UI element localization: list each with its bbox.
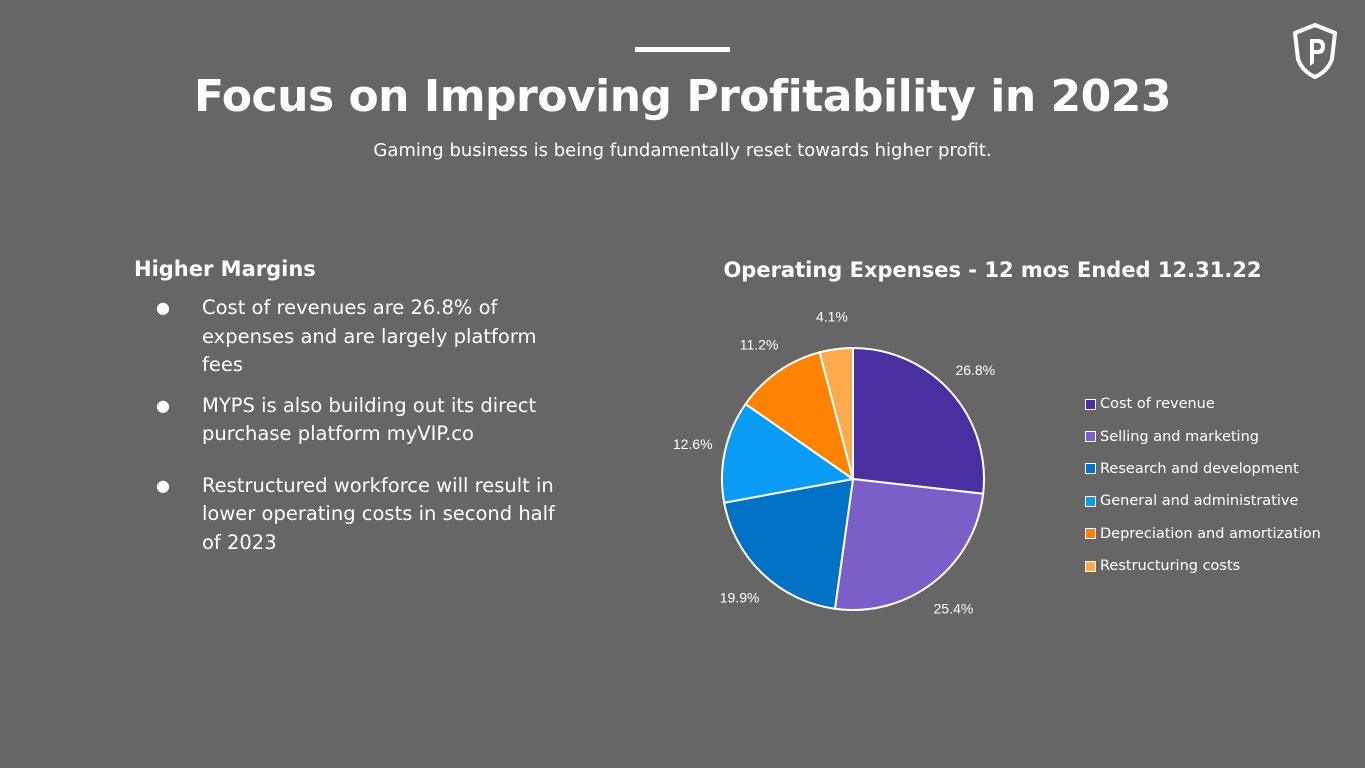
legend-swatch bbox=[1085, 463, 1096, 475]
data-label-general-and-administrative: 12.6% bbox=[673, 436, 713, 452]
pie-slice-cost-of-revenue bbox=[852, 347, 985, 495]
pie-slice-depreciation-and-amortization bbox=[744, 351, 854, 480]
legend-label: Research and development bbox=[1100, 460, 1299, 477]
pie-slice-research-and-development bbox=[723, 478, 854, 610]
page-title: Focus on Improving Profitability in 2023 bbox=[194, 71, 1171, 122]
legend-item-research-and-development: Research and development bbox=[1085, 453, 1321, 485]
chart-title: Operating Expenses - 12 mos Ended 12.31.… bbox=[723, 258, 1262, 282]
bullet-text: Cost of revenues are 26.8% of expenses a… bbox=[202, 296, 537, 376]
operating-expenses-pie-chart: 26.8% 25.4% 19.9% 12.6% 11.2% 4.1% bbox=[673, 308, 995, 617]
bullet-item: ● MYPS is also building out its direct p… bbox=[134, 392, 562, 449]
data-label-restructuring-costs: 4.1% bbox=[816, 308, 848, 324]
legend-item-selling-and-marketing: Selling and marketing bbox=[1085, 420, 1321, 452]
legend-swatch bbox=[1085, 398, 1096, 410]
pie-slice-general-and-administrative bbox=[721, 403, 854, 504]
shield-p-logo-icon bbox=[1290, 22, 1340, 80]
legend-label: Selling and marketing bbox=[1100, 428, 1259, 445]
legend-label: Cost of revenue bbox=[1100, 396, 1215, 413]
legend-swatch bbox=[1085, 495, 1096, 507]
bullet-dot-icon: ● bbox=[156, 475, 170, 495]
legend-item-general-and-administrative: General and administrative bbox=[1085, 485, 1321, 517]
section-heading: Higher Margins bbox=[134, 257, 316, 281]
bullet-text: Restructured workforce will result in lo… bbox=[202, 473, 555, 554]
bullet-text: MYPS is also building out its direct pur… bbox=[202, 393, 537, 446]
legend-label: Restructuring costs bbox=[1100, 558, 1241, 575]
bullet-dot-icon: ● bbox=[156, 298, 170, 317]
data-label-depreciation-and-amortization: 11.2% bbox=[740, 337, 779, 353]
data-label-research-and-development: 19.9% bbox=[720, 590, 760, 606]
title-accent-rule bbox=[635, 47, 730, 52]
legend-item-restructuring-costs: Restructuring costs bbox=[1085, 550, 1321, 582]
legend-swatch bbox=[1085, 560, 1096, 572]
legend-label: Depreciation and amortization bbox=[1100, 525, 1321, 542]
legend-item-depreciation-and-amortization: Depreciation and amortization bbox=[1085, 518, 1321, 550]
bullet-item: ● Cost of revenues are 26.8% of expenses… bbox=[134, 294, 562, 380]
legend-label: General and administrative bbox=[1100, 493, 1299, 510]
bullet-dot-icon: ● bbox=[156, 395, 170, 415]
pie-slice-restructuring-costs bbox=[818, 347, 854, 480]
chart-legend: Cost of revenue Selling and marketing Rese… bbox=[1085, 388, 1321, 582]
pie-slice-selling-and-marketing bbox=[833, 478, 985, 611]
legend-item-cost-of-revenue: Cost of revenue bbox=[1085, 388, 1321, 420]
data-label-cost-of-revenue: 26.8% bbox=[955, 362, 995, 378]
legend-swatch bbox=[1085, 431, 1096, 443]
data-label-selling-and-marketing: 25.4% bbox=[934, 601, 974, 617]
page-subtitle: Gaming business is being fundamentally r… bbox=[373, 140, 992, 161]
legend-swatch bbox=[1085, 528, 1096, 540]
bullet-list: ● Cost of revenues are 26.8% of expenses… bbox=[134, 294, 584, 557]
higher-margins-section: Higher Margins ● Cost of revenues are 26… bbox=[134, 254, 584, 557]
bullet-item: ● Restructured workforce will result in … bbox=[134, 472, 562, 558]
